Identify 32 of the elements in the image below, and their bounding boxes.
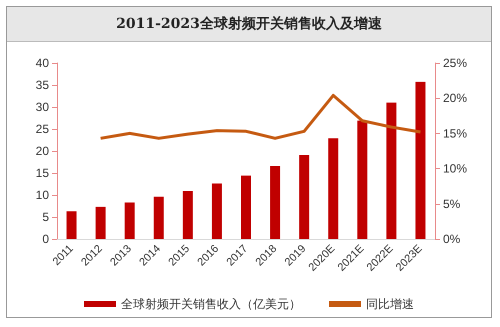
y2-tick-label: 10% <box>443 162 468 176</box>
y2-tick-label: 25% <box>443 56 468 70</box>
bar <box>357 120 368 239</box>
bar <box>386 102 396 239</box>
bar <box>328 138 338 239</box>
bar <box>182 191 193 239</box>
bar <box>212 184 222 239</box>
y-tick-label: 25 <box>36 122 50 136</box>
bar <box>270 166 280 239</box>
y-tick-label: 35 <box>36 78 50 92</box>
bar <box>124 202 135 239</box>
y-tick-label: 30 <box>36 100 50 114</box>
y2-tick-label: 0% <box>443 232 461 246</box>
bar <box>66 211 77 239</box>
legend-label: 全球射频开关销售收入（亿美元） <box>121 297 301 311</box>
y-tick-label: 0 <box>42 232 50 246</box>
legend-label: 同比增速 <box>366 297 414 311</box>
y-tick-label: 5 <box>42 210 50 224</box>
line-series <box>99 94 422 140</box>
y-tick-label: 15 <box>36 166 50 180</box>
bar <box>96 206 106 239</box>
bar <box>241 176 251 239</box>
y2-tick-label: 5% <box>443 196 461 211</box>
bar <box>415 82 426 239</box>
y-tick-label: 10 <box>36 188 50 202</box>
y-tick-label: 40 <box>36 56 50 70</box>
bar <box>299 154 310 239</box>
y-tick-label: 20 <box>36 144 50 158</box>
y2-tick-label: 15% <box>443 126 468 140</box>
bar <box>154 196 164 239</box>
chart-title: 2011-2023全球射频开关销售收入及增速 <box>7 7 491 42</box>
y2-tick-label: 20% <box>443 91 468 106</box>
